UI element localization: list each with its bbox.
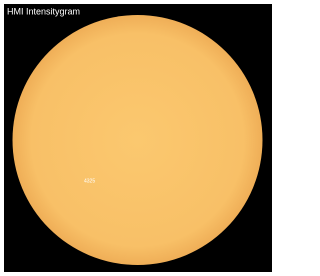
active-region-label: 4325 bbox=[84, 178, 95, 184]
solar-image: HMI Intensitygram 4325 bbox=[0, 0, 276, 276]
image-title: HMI Intensitygram bbox=[7, 6, 80, 16]
page: {"title": "HMI Intensitygram", "annotati… bbox=[0, 0, 276, 276]
sun-disk bbox=[13, 15, 263, 265]
